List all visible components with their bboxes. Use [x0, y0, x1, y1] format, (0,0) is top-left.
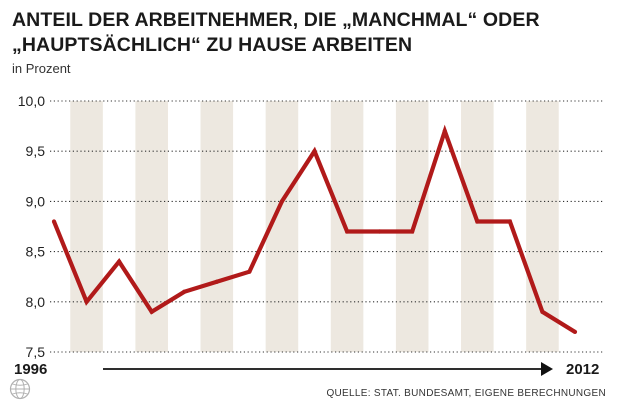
data-point	[507, 219, 512, 224]
timeline-arrow-head-icon	[541, 362, 553, 376]
x-axis: 1996 2012	[14, 361, 599, 378]
data-point	[344, 229, 350, 234]
y-axis-tick-labels: 7,5 8,0 8,5 9,0 9,5 10,0	[18, 93, 45, 360]
data-point	[572, 329, 578, 335]
y-tick-label: 7,5	[26, 344, 46, 360]
data-point	[182, 289, 187, 294]
data-point	[117, 259, 122, 264]
y-tick-label: 8,5	[26, 244, 46, 260]
series-line	[52, 124, 577, 334]
background-bands	[70, 101, 559, 352]
data-point	[410, 229, 415, 234]
data-point	[442, 129, 447, 134]
background-band	[461, 101, 494, 352]
y-tick-label: 9,0	[26, 193, 46, 209]
data-point	[540, 309, 545, 314]
data-point	[377, 229, 382, 234]
y-tick-label: 10,0	[18, 93, 45, 109]
chart-title-line-2: „HAUPTSÄCHLICH“ ZU HAUSE ARBEITEN	[12, 34, 413, 56]
data-point	[279, 199, 285, 204]
background-band	[526, 101, 559, 352]
data-series	[51, 124, 578, 335]
chart-title: ANTEIL DER ARBEITNEHMER, DIE „MANCHMAL“ …	[12, 8, 612, 58]
data-point	[312, 149, 317, 154]
background-band	[70, 101, 103, 352]
chart-subtitle: in Prozent	[12, 61, 71, 76]
y-tick-label: 8,0	[26, 294, 46, 310]
data-point	[149, 309, 154, 314]
data-point	[475, 219, 480, 224]
source-note: QUELLE: STAT. BUNDESAMT, EIGENE BERECHNU…	[326, 388, 606, 399]
background-band	[200, 101, 234, 352]
chart-title-line-1: ANTEIL DER ARBEITNEHMER, DIE „MANCHMAL“ …	[12, 9, 540, 31]
data-point	[214, 279, 219, 284]
data-point	[247, 269, 252, 274]
globe-logo-icon	[9, 378, 31, 400]
data-point	[51, 219, 57, 224]
x-end-label: 2012	[566, 361, 599, 378]
data-point	[84, 299, 89, 304]
y-tick-label: 9,5	[26, 143, 46, 159]
x-start-label: 1996	[14, 361, 47, 378]
background-band	[135, 101, 168, 352]
gridlines	[50, 100, 604, 353]
